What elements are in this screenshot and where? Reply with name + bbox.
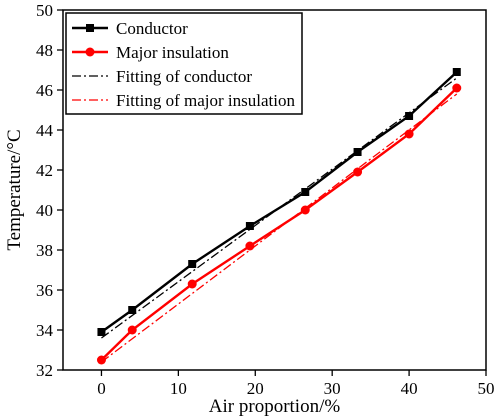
series-line-3 — [101, 93, 458, 363]
axes-layer: 0 10 20 30 40 50 32 34 36 38 40 42 44 46 48 50 — [36, 1, 495, 398]
data-point-1-2 — [187, 279, 197, 289]
x-tick-label-0: 0 — [97, 379, 106, 398]
data-point-0-5 — [353, 148, 362, 156]
data-point-1-4 — [300, 205, 310, 215]
data-point-0-7 — [452, 68, 461, 76]
plot-frame — [62, 9, 487, 371]
data-point-1-0 — [96, 355, 106, 365]
series-line-2 — [101, 77, 458, 339]
x-tick-label-2: 20 — [247, 379, 264, 398]
y-tick-label-9: 50 — [36, 1, 53, 20]
series-line-0 — [100, 71, 458, 333]
data-point-0-1 — [128, 306, 137, 314]
data-point-0-6 — [405, 112, 414, 120]
data-point-0-0 — [97, 328, 106, 336]
y-tick-label-0: 32 — [36, 361, 53, 380]
series-layer — [96, 68, 462, 365]
legend-marker-0 — [86, 24, 94, 32]
x-axis-title: Air proportion/% — [209, 396, 341, 417]
x-tick-label-5: 50 — [478, 379, 495, 398]
y-tick-label-7: 46 — [36, 81, 53, 100]
y-tick-label-4: 40 — [36, 201, 53, 220]
x-tick-label-3: 30 — [324, 379, 341, 398]
y-tick-label-6: 44 — [36, 121, 54, 140]
x-tick-label-1: 10 — [170, 379, 187, 398]
data-point-1-6 — [404, 129, 414, 139]
x-tick-label-4: 40 — [401, 379, 418, 398]
legend-label-0: Conductor — [116, 19, 188, 38]
plot-area — [62, 9, 487, 371]
data-point-1-1 — [127, 325, 137, 335]
data-point-1-7 — [452, 83, 462, 93]
data-point-0-4 — [301, 188, 310, 196]
series-line-1 — [100, 87, 458, 361]
data-point-0-2 — [188, 260, 197, 268]
legend-marker-1 — [85, 47, 95, 57]
data-point-1-3 — [245, 241, 255, 251]
legend-label-2: Fitting of conductor — [116, 67, 252, 86]
y-tick-label-2: 36 — [36, 281, 53, 300]
legend-label-3: Fitting of major insulation — [116, 91, 295, 110]
data-point-1-5 — [353, 167, 363, 177]
y-tick-label-1: 34 — [36, 321, 54, 340]
y-tick-label-5: 42 — [36, 161, 53, 180]
legend-box — [65, 12, 303, 115]
legend-label-1: Major insulation — [116, 43, 229, 62]
y-tick-label-3: 38 — [36, 241, 53, 260]
data-point-0-3 — [245, 222, 254, 230]
y-axis-title: Temperature/°C — [4, 129, 25, 250]
legend: Conductor Major insulation Fitting of cond… — [65, 12, 303, 115]
y-tick-label-8: 48 — [36, 41, 53, 60]
